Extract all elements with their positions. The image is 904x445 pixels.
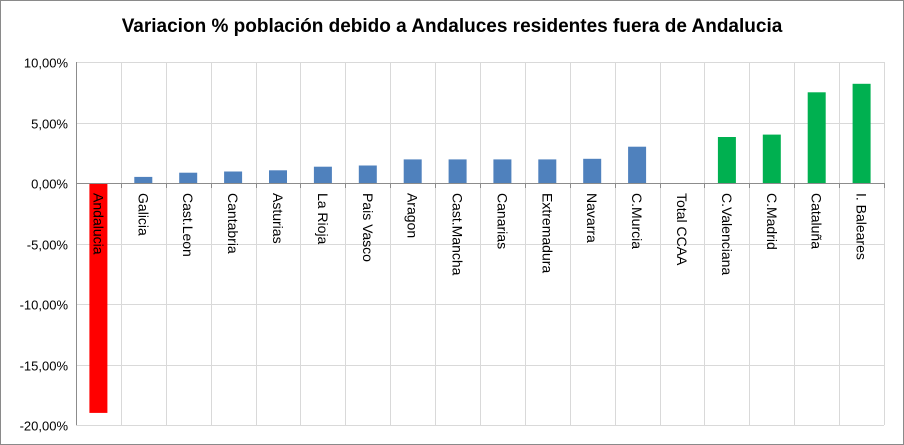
category-label: Aragon bbox=[405, 193, 421, 238]
bar bbox=[358, 165, 377, 183]
bar bbox=[89, 183, 108, 413]
y-tick-label: -5,00% bbox=[27, 238, 69, 253]
y-tick-label: -10,00% bbox=[20, 298, 69, 313]
category-label: Pais Vasco bbox=[360, 193, 376, 262]
bar bbox=[403, 159, 422, 183]
bar bbox=[448, 159, 467, 183]
bar bbox=[134, 176, 153, 183]
bar bbox=[313, 166, 332, 183]
bar bbox=[807, 92, 826, 184]
bar bbox=[224, 171, 243, 183]
bar bbox=[583, 158, 602, 183]
category-label: Total CCAA bbox=[674, 193, 690, 266]
chart-title: Variacion % población debido a Andaluces… bbox=[121, 16, 783, 37]
category-label: C.Madrid bbox=[764, 193, 780, 250]
bar bbox=[179, 172, 198, 183]
bar bbox=[717, 137, 736, 183]
y-tick-label: 5,00% bbox=[31, 117, 68, 132]
y-tick-label: 0,00% bbox=[31, 177, 68, 192]
axis-layer: 10,00% 5,00% 0,00% -5,00% -10,00% -15,00% -20,… bbox=[20, 56, 885, 434]
y-tick-label: -15,00% bbox=[20, 359, 69, 374]
y-tick-label: 10,00% bbox=[24, 56, 69, 71]
category-label: Cantabria bbox=[225, 193, 241, 254]
category-label: I. Baleares bbox=[854, 193, 870, 260]
category-label-layer: Andalucia Galicia Cast.Leon Cantabria Asturi… bbox=[90, 193, 869, 276]
bar bbox=[538, 159, 557, 183]
category-label: La Rioja bbox=[315, 193, 331, 245]
category-label: Andalucia bbox=[90, 193, 106, 255]
category-label: C.Murcia bbox=[629, 193, 645, 249]
bar bbox=[493, 159, 512, 183]
bar-layer bbox=[89, 83, 871, 413]
category-label: Navarra bbox=[584, 193, 600, 243]
category-label: Cataluña bbox=[809, 193, 825, 249]
category-label: Asturias bbox=[270, 193, 286, 244]
category-label: Galicia bbox=[135, 193, 151, 236]
category-label: Cast.Leon bbox=[180, 193, 196, 257]
category-label: Extremadura bbox=[539, 193, 555, 273]
category-label: Canarias bbox=[494, 193, 510, 249]
bar bbox=[762, 134, 781, 183]
bar bbox=[269, 170, 287, 183]
y-tick-label: -20,00% bbox=[20, 419, 69, 434]
category-label: Cast.Mancha bbox=[450, 193, 466, 276]
category-label: C.Valenciana bbox=[719, 193, 735, 275]
grid-layer bbox=[76, 62, 885, 426]
bar bbox=[852, 83, 871, 183]
bar bbox=[628, 146, 647, 183]
